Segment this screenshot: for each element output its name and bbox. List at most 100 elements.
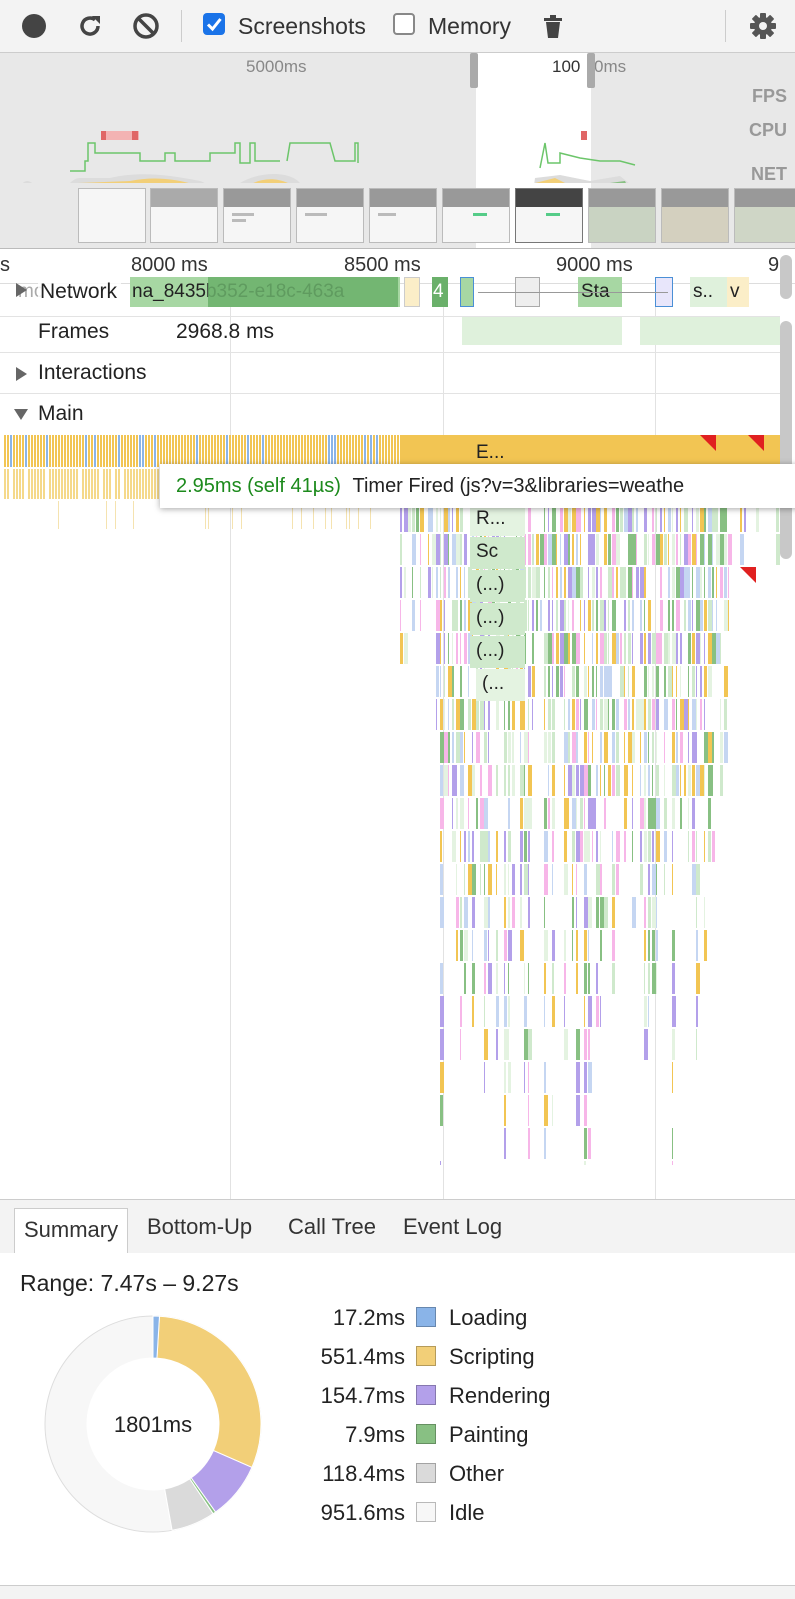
flame-event[interactable]: (...)	[470, 570, 525, 602]
flame-bar	[716, 534, 720, 565]
selection-left-handle[interactable]	[470, 53, 478, 88]
network-request[interactable]	[460, 277, 474, 307]
flame-bar	[680, 633, 682, 664]
screenshot-thumbnail[interactable]	[588, 188, 656, 243]
flame-bar	[504, 831, 506, 862]
screenshot-thumbnail[interactable]	[223, 188, 291, 243]
collapse-main-icon[interactable]	[14, 409, 28, 420]
flame-bar	[484, 930, 487, 961]
network-request[interactable]: 4	[432, 277, 448, 307]
flame-bar	[190, 435, 192, 467]
legend-value: 7.9ms	[345, 1422, 405, 1447]
tab-call-tree[interactable]: Call Tree	[288, 1214, 377, 1239]
expand-network-icon[interactable]	[16, 283, 27, 297]
settings-button[interactable]	[747, 10, 779, 42]
flame-event[interactable]: (...	[476, 669, 525, 701]
grid-line	[443, 249, 444, 1199]
flame-bar	[596, 534, 599, 565]
flame-bar	[528, 798, 532, 829]
flame-bar	[508, 864, 509, 895]
main-thread-flame-graph[interactable]	[0, 435, 780, 1165]
flame-bar	[584, 1062, 587, 1093]
flame-event[interactable]: (...)	[470, 636, 525, 668]
flame-bar	[564, 633, 568, 664]
flame-bar	[696, 567, 700, 598]
network-request[interactable]: s..	[690, 277, 728, 307]
screenshot-thumbnail[interactable]	[515, 188, 583, 243]
network-scrollbar[interactable]	[780, 255, 792, 299]
flame-bar	[536, 600, 538, 631]
flame-bar	[644, 996, 647, 1027]
frame-bar[interactable]	[462, 317, 622, 345]
flame-bar	[241, 501, 242, 529]
time-tick: 8500 ms	[344, 254, 421, 276]
tab-bottom-up[interactable]: Bottom-Up	[147, 1214, 253, 1239]
record-button[interactable]	[18, 10, 50, 42]
screenshot-thumbnail[interactable]	[150, 188, 218, 243]
flame-bar	[301, 435, 303, 467]
flame-bar	[166, 435, 168, 467]
flame-bar	[608, 600, 609, 631]
selection-right-handle[interactable]	[587, 53, 595, 88]
network-request[interactable]: v	[727, 277, 749, 307]
flame-bar	[379, 435, 381, 467]
flame-bar	[584, 996, 585, 1027]
network-request[interactable]	[404, 277, 420, 307]
flame-bar	[464, 864, 465, 895]
flame-event[interactable]: (...)	[470, 603, 525, 635]
legend-row-loading: 17.2ms Loading	[290, 1301, 590, 1335]
flame-bar	[696, 864, 700, 895]
flame-bar	[504, 1095, 506, 1126]
flame-bar	[592, 633, 593, 664]
flame-bar	[572, 633, 576, 664]
tab-event-log[interactable]: Event Log	[403, 1214, 503, 1239]
garbage-collect-button[interactable]	[537, 10, 569, 42]
timeline-overview[interactable]: 5000ms 100 0ms FPS CPU NET	[0, 53, 795, 249]
flame-bar	[106, 501, 107, 529]
flame-bar	[588, 1128, 591, 1159]
flame-bar	[672, 732, 675, 763]
flame-event[interactable]: Sc	[470, 537, 525, 569]
interactions-track[interactable]: Interactions	[0, 352, 780, 394]
flame-bar	[319, 435, 321, 467]
flame-bar	[700, 534, 704, 565]
frame-bar[interactable]	[640, 317, 780, 345]
flame-bar	[640, 864, 643, 895]
network-track[interactable]: mo na_8435b352-e18c-463a 4 Sta s.. v Net…	[0, 275, 780, 317]
reload-button[interactable]	[74, 10, 106, 42]
flame-bar	[488, 963, 492, 994]
flame-bar	[160, 435, 162, 467]
network-request-bar[interactable]	[208, 277, 398, 307]
flame-event[interactable]: R...	[470, 504, 525, 536]
flame-chart[interactable]: s 8000 ms 8500 ms 9000 ms 9 mo na_8435b3…	[0, 249, 795, 1199]
flame-bar	[708, 501, 712, 532]
flame-bar	[82, 435, 84, 467]
screenshot-thumbnail[interactable]	[296, 188, 364, 243]
flame-bar	[256, 435, 258, 467]
tab-summary[interactable]: Summary	[14, 1208, 129, 1254]
flame-bar	[22, 435, 24, 467]
screenshots-checkbox[interactable]	[203, 13, 225, 35]
screenshot-thumbnail[interactable]	[661, 188, 729, 243]
screenshot-thumbnail[interactable]	[442, 188, 510, 243]
flame-chart-scrollbar[interactable]	[780, 321, 792, 559]
flame-bar	[664, 501, 665, 532]
flame-bar	[460, 534, 462, 565]
main-track[interactable]: Main	[0, 393, 780, 434]
flame-bar	[532, 633, 534, 664]
flame-bar	[680, 732, 683, 763]
frames-track[interactable]: Frames 2968.8 ms	[0, 311, 780, 353]
screenshot-thumbnail[interactable]	[78, 188, 146, 243]
flame-bar	[564, 732, 568, 763]
screenshot-thumbnail[interactable]	[369, 188, 437, 243]
flame-bar	[696, 963, 700, 994]
clear-button[interactable]	[130, 10, 162, 42]
flame-bar	[576, 501, 580, 532]
expand-interactions-icon[interactable]	[16, 367, 27, 381]
memory-checkbox[interactable]	[393, 13, 415, 35]
flame-bar	[616, 864, 619, 895]
flame-bar	[576, 534, 578, 565]
flame-bar	[112, 435, 114, 467]
screenshot-thumbnail[interactable]	[734, 188, 795, 243]
flame-bar	[331, 435, 333, 467]
